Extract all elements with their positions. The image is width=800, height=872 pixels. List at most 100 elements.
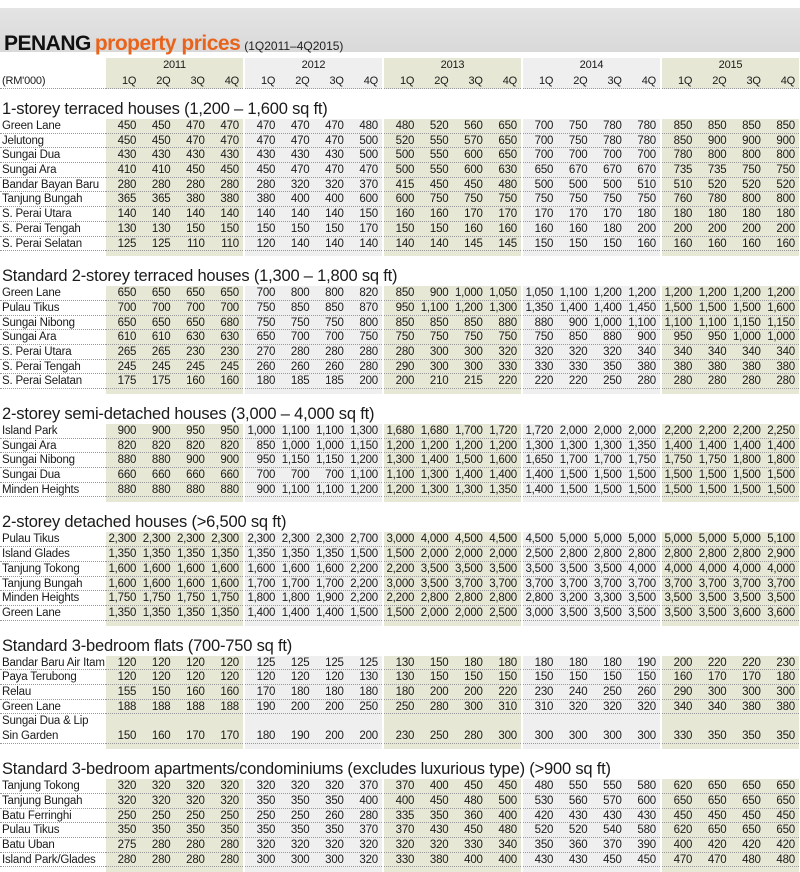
price-cell: 370: [395, 824, 415, 837]
price-cell: 1,350: [142, 548, 171, 561]
year-group-cells: 330 330 350 380: [523, 359, 660, 375]
year-label: 2015: [718, 59, 743, 71]
year-group-cells: 850 850 850 880: [384, 315, 521, 331]
price-cell: 370: [603, 839, 622, 852]
price-cell: 750: [568, 193, 588, 206]
year-group-cells: 3,700 3,700 3,700 3,700: [662, 576, 799, 592]
price-cell: 1,500: [593, 469, 622, 482]
price-cell: 470: [325, 134, 344, 147]
price-cell: 130: [117, 222, 137, 235]
quarter-label: 1Q: [399, 74, 415, 87]
price-cell: 500: [395, 149, 415, 162]
location-name: S. Perai Utara: [0, 345, 106, 360]
price-cell: 880: [534, 316, 554, 329]
year-group-cells: 820 820 820 820: [106, 438, 243, 454]
price-cell: 1,100: [315, 483, 344, 496]
price-cell: 370: [359, 780, 378, 793]
year-group-cells: 700 700 700 1,100: [245, 468, 382, 483]
price-cell: 660: [186, 469, 205, 482]
price-cell: 300: [464, 345, 483, 358]
table-section: Standard 2-storey terraced houses (1,300…: [0, 266, 800, 394]
price-cell: 2,000: [420, 548, 449, 561]
location-name: Pulau Tikus: [0, 532, 106, 548]
price-cell: 220: [534, 375, 554, 388]
price-cell: 320: [151, 780, 171, 793]
price-cell: 1,600: [211, 562, 239, 575]
price-cell: 150: [603, 671, 622, 684]
price-cell: 300: [290, 853, 310, 866]
price-cell: 310: [498, 700, 517, 713]
price-cell: 480: [359, 120, 378, 132]
price-cell: 310: [534, 700, 554, 713]
price-cell: 650: [707, 780, 727, 793]
price-cell: 430: [534, 853, 554, 866]
price-cell: 700: [325, 469, 344, 482]
price-cell: 900: [707, 134, 727, 147]
year-group-cells: 180 200 200 220: [384, 684, 521, 700]
year-group-cells: 200 200 200 200: [662, 221, 799, 237]
price-cell: 2,300: [281, 533, 310, 546]
band-padding: [106, 389, 243, 394]
price-cell: 280: [186, 178, 205, 191]
year-group-cells: 450 450 450 450: [662, 808, 799, 824]
quarter-group: 1Q 2Q 3Q 4Q: [384, 73, 521, 89]
price-cell: 5,000: [593, 533, 622, 546]
year-group-cells: 1,000 1,100 1,100 1,300: [245, 424, 382, 439]
price-cell: 180: [290, 685, 310, 698]
price-cell: 1,800: [767, 454, 795, 467]
price-cell: 4,500: [489, 533, 517, 546]
price-cell: 400: [325, 193, 344, 206]
price-cell: 600: [464, 164, 483, 177]
price-cell: 1,500: [698, 301, 727, 314]
year-group-header: 2013: [384, 58, 521, 74]
price-cell: 230: [776, 656, 795, 669]
price-cell: 125: [359, 656, 378, 669]
year-group-cells: 130 150 180 180: [384, 655, 521, 671]
price-cell: 340: [673, 700, 693, 713]
price-cell: 350: [429, 809, 449, 822]
location-name: Paya Terubong: [0, 670, 106, 685]
price-cell: 500: [498, 795, 517, 807]
price-cell: 1,300: [525, 439, 554, 452]
price-cell: 700: [290, 331, 310, 344]
year-group-cells: 735 735 750 750: [662, 163, 799, 178]
year-group-cells: 1,800 1,800 1,900 2,200: [245, 591, 382, 606]
price-cell: 2,200: [698, 425, 727, 437]
price-cell: 340: [776, 345, 795, 358]
table-row: S. Perai Tengah 245 245 245 245 260 260 260 280 2…: [0, 359, 800, 375]
location-name: Batu Ferringhi: [0, 809, 106, 824]
table-row: Pulau Tikus 350 350 350 350 350 350 350 370 370 43…: [0, 823, 800, 839]
price-cell: 130: [395, 671, 415, 684]
table-row: Green Lane 1,350 1,350 1,350 1,350 1,400 1,400…: [0, 605, 800, 621]
price-cell: 1,600: [247, 562, 276, 575]
price-cell: 220: [568, 375, 588, 388]
price-cell: 5,000: [559, 533, 588, 546]
price-cell: 1,600: [281, 562, 310, 575]
year-group-cells: 280 320 320 370: [245, 177, 382, 193]
price-cell: 120: [117, 671, 137, 684]
price-cell: 120: [186, 671, 205, 684]
price-cell: 600: [464, 149, 483, 162]
price-cell: 1,300: [350, 425, 378, 437]
price-cell: 1,700: [315, 577, 344, 590]
price-cell: 380: [637, 360, 656, 373]
price-cell: 2,800: [489, 592, 517, 605]
price-cell: 550: [568, 780, 588, 793]
year-group-cells: 3,500 3,500 3,500 4,000: [523, 561, 660, 577]
price-cell: 230: [186, 345, 205, 358]
price-cell: 188: [117, 700, 137, 713]
price-cell: 300: [464, 700, 483, 713]
price-cell: 130: [151, 222, 171, 235]
price-cell: 180: [673, 208, 693, 221]
table-row: Sungai Dua 660 660 660 660 700 700 700 1,100 1,10…: [0, 468, 800, 483]
year-group-cells: 400 420 420 420: [662, 838, 799, 853]
year-group-cells: 290 300 300 330: [384, 359, 521, 375]
price-cell: 1,100: [281, 425, 310, 437]
price-cell: 850: [256, 439, 276, 452]
price-cell: 650: [707, 824, 727, 837]
price-cell: 340: [742, 345, 761, 358]
price-cell: 2,500: [525, 548, 554, 561]
price-cell: 260: [637, 685, 656, 698]
price-cell: 470: [186, 134, 205, 147]
band-padding: [662, 620, 799, 626]
